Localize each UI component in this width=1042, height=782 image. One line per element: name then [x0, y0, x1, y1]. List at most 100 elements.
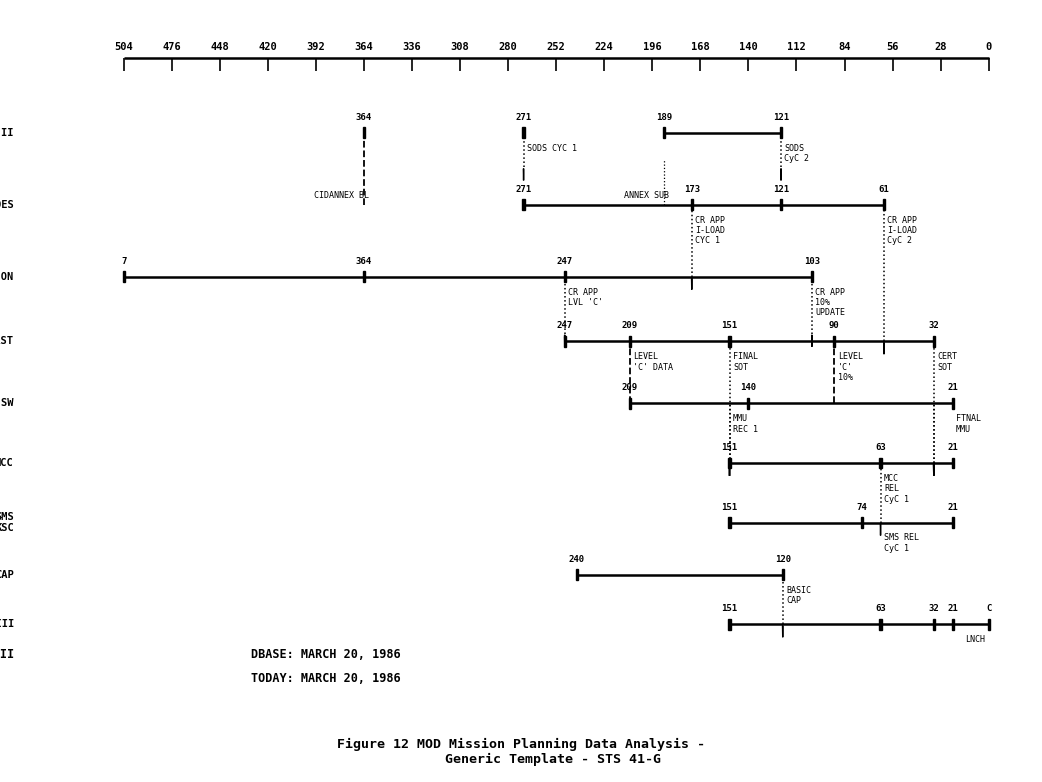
Text: CR APP
LVL 'C': CR APP LVL 'C' [568, 288, 603, 307]
Text: 247: 247 [556, 321, 573, 330]
Text: 189: 189 [656, 113, 672, 122]
Text: SODS
CyC 2: SODS CyC 2 [785, 144, 810, 163]
Bar [663, 127, 666, 138]
Text: CR APP
10%
UPDATE: CR APP 10% UPDATE [815, 288, 845, 317]
Text: MCC: MCC [0, 458, 14, 468]
Text: 121: 121 [773, 185, 789, 194]
Text: 504: 504 [115, 42, 133, 52]
Bar [951, 619, 953, 630]
Text: MCC
REL
CyC 1: MCC REL CyC 1 [884, 474, 909, 504]
Bar [363, 127, 365, 138]
Text: FLT DES: FLT DES [0, 199, 14, 210]
Bar [522, 199, 525, 210]
Text: 112: 112 [787, 42, 805, 52]
Bar [564, 336, 566, 346]
Text: DBASE: MARCH 20, 1986: DBASE: MARCH 20, 1986 [251, 647, 400, 661]
Text: 151: 151 [721, 443, 738, 452]
Text: RECON: RECON [0, 271, 14, 282]
Bar [728, 336, 730, 346]
Text: 7: 7 [121, 256, 126, 266]
Text: MMU
REC 1: MMU REC 1 [733, 414, 758, 434]
Text: 308: 308 [451, 42, 470, 52]
Text: 21: 21 [947, 604, 958, 613]
Bar [879, 619, 882, 630]
Text: Figure 12 MOD Mission Planning Data Analysis -
        Generic Template - STS 41: Figure 12 MOD Mission Planning Data Anal… [337, 738, 705, 766]
Text: 32: 32 [928, 604, 939, 613]
Text: TP: IIIII: TP: IIIII [0, 619, 14, 630]
Text: MAST: MAST [0, 336, 14, 346]
Text: LEVEL
'C'
10%: LEVEL 'C' 10% [838, 352, 863, 382]
Text: 151: 151 [721, 321, 738, 330]
Text: 63: 63 [875, 604, 886, 613]
Text: 392: 392 [306, 42, 325, 52]
Text: 32: 32 [928, 321, 939, 330]
Text: 240: 240 [569, 554, 585, 564]
Text: 224: 224 [595, 42, 614, 52]
Bar [951, 517, 953, 528]
Text: FTNAL
MMU: FTNAL MMU [957, 414, 982, 434]
Bar [522, 127, 525, 138]
Bar [779, 127, 783, 138]
Bar [933, 619, 935, 630]
Text: 140: 140 [739, 42, 758, 52]
Bar [629, 336, 631, 346]
Bar [879, 457, 882, 468]
Bar [811, 271, 813, 282]
Text: CR APP
I-LOAD
CYC 1: CR APP I-LOAD CYC 1 [695, 216, 725, 246]
Bar [988, 619, 990, 630]
Text: C: C [986, 604, 991, 613]
Text: CAP: CAP [0, 569, 14, 579]
Text: 448: 448 [210, 42, 229, 52]
Text: 28: 28 [935, 42, 947, 52]
Text: 364: 364 [356, 113, 372, 122]
Bar [747, 398, 749, 409]
Text: 476: 476 [163, 42, 181, 52]
Text: 247: 247 [556, 256, 573, 266]
Bar [363, 271, 365, 282]
Text: LNCH: LNCH [965, 635, 986, 644]
Text: 280: 280 [499, 42, 518, 52]
Text: 168: 168 [691, 42, 710, 52]
Text: 21: 21 [947, 443, 958, 452]
Text: SMS
KSC: SMS KSC [0, 511, 14, 533]
Text: 0: 0 [986, 42, 992, 52]
Text: 21: 21 [947, 503, 958, 511]
Bar [933, 336, 935, 346]
Text: 90: 90 [828, 321, 840, 330]
Text: ANNEX SUB: ANNEX SUB [624, 191, 669, 199]
Bar [782, 569, 784, 580]
Text: 151: 151 [721, 503, 738, 511]
Text: 252: 252 [547, 42, 566, 52]
Text: CR APP
I-LOAD
CyC 2: CR APP I-LOAD CyC 2 [888, 216, 917, 246]
Text: TP: IIIII: TP: IIIII [0, 647, 14, 661]
Text: 271: 271 [516, 185, 531, 194]
Text: 103: 103 [803, 256, 820, 266]
Text: 364: 364 [354, 42, 373, 52]
Bar [564, 271, 566, 282]
Text: BASIC
CAP: BASIC CAP [786, 586, 811, 605]
Text: 196: 196 [643, 42, 662, 52]
Text: 84: 84 [838, 42, 850, 52]
Bar [834, 336, 836, 346]
Text: 151: 151 [721, 604, 738, 613]
Text: CERT
SOT: CERT SOT [937, 352, 958, 371]
Bar [728, 619, 730, 630]
Text: 271: 271 [516, 113, 531, 122]
Text: 209: 209 [622, 383, 638, 393]
Bar [779, 199, 783, 210]
Text: 420: 420 [258, 42, 277, 52]
Text: CIDANNEX BL: CIDANNEX BL [314, 191, 369, 199]
Text: 56: 56 [887, 42, 899, 52]
Bar [728, 517, 730, 528]
Bar [575, 569, 578, 580]
Text: FLI SW: FLI SW [0, 398, 14, 408]
Text: 120: 120 [774, 554, 791, 564]
Text: 209: 209 [622, 321, 638, 330]
Text: SMS REL
CyC 1: SMS REL CyC 1 [884, 533, 919, 553]
Text: 61: 61 [878, 185, 890, 194]
Text: 63: 63 [875, 443, 886, 452]
Bar [691, 199, 693, 210]
Bar [123, 271, 125, 282]
Text: 336: 336 [402, 42, 421, 52]
Text: TODAY: MARCH 20, 1986: TODAY: MARCH 20, 1986 [251, 673, 400, 686]
